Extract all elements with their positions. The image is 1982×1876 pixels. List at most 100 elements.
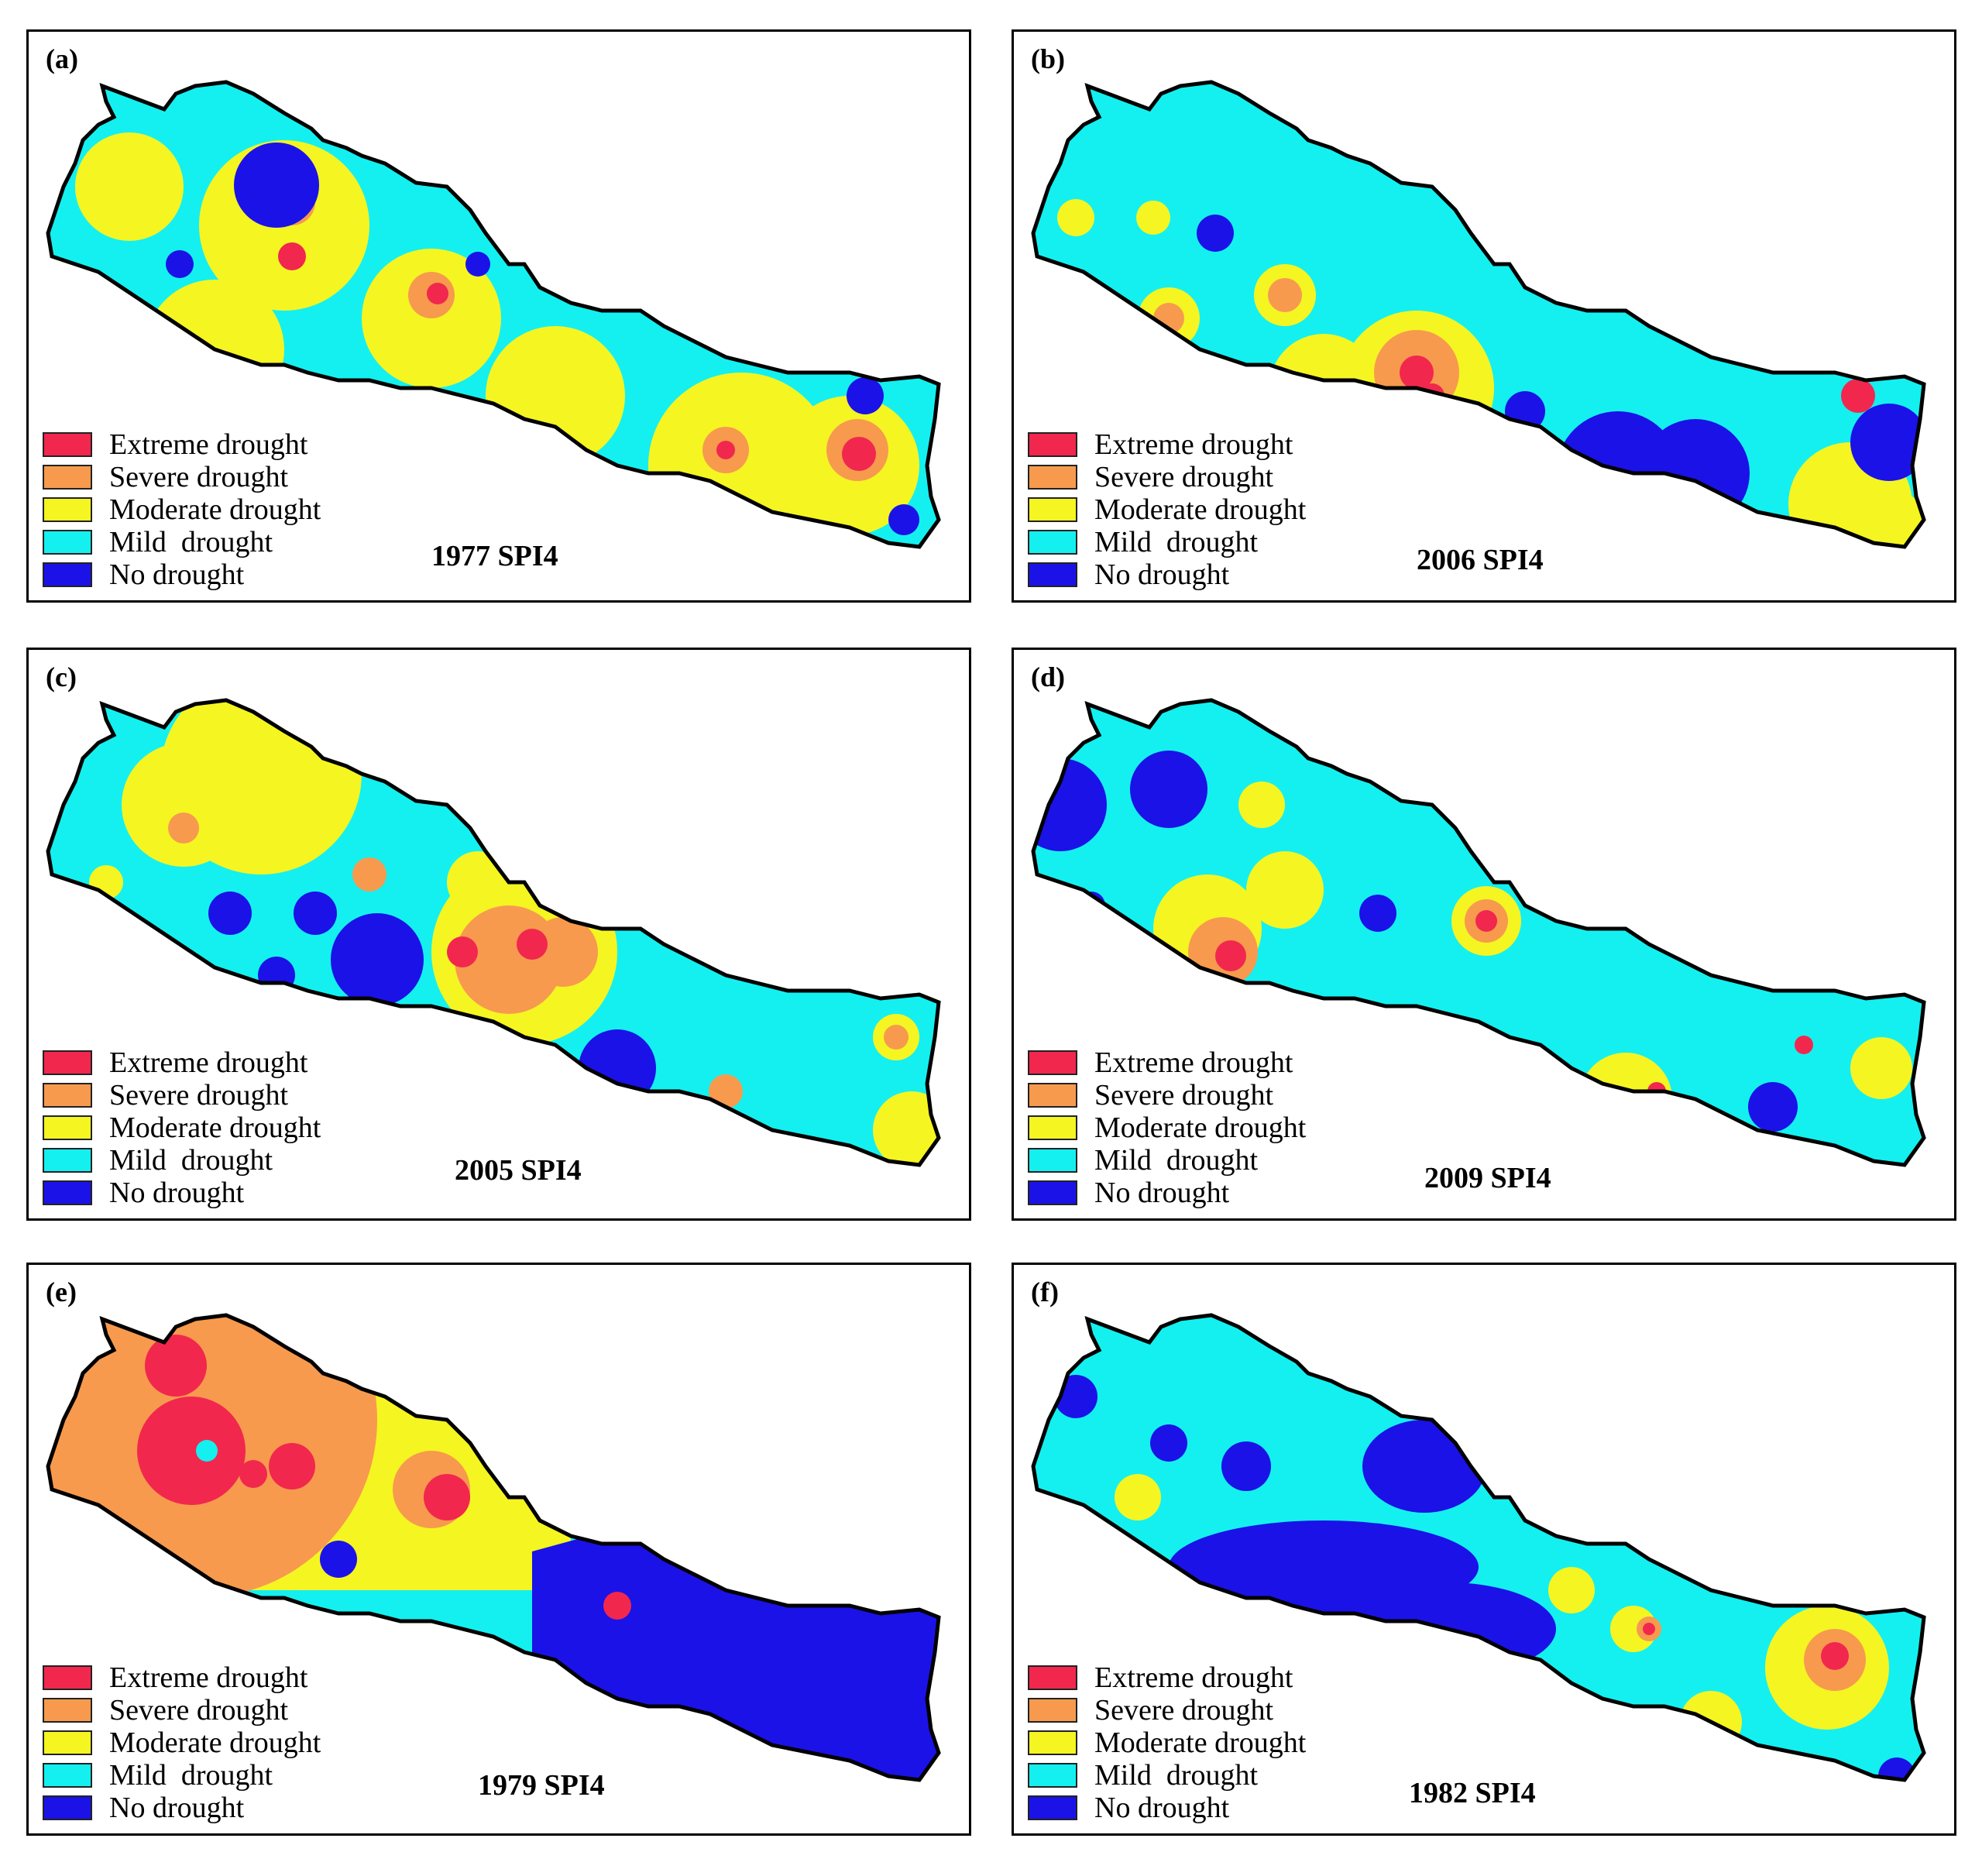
legend: Extreme drought Severe drought Moderate …: [1028, 1046, 1306, 1209]
zone: [1150, 1424, 1187, 1462]
legend-label: Moderate drought: [109, 1112, 321, 1144]
zone: [1215, 940, 1246, 971]
legend-label: Extreme drought: [1094, 1046, 1293, 1079]
zone: [540, 1590, 617, 1668]
legend-label: Severe drought: [1094, 1079, 1274, 1112]
legend-label: Extreme drought: [109, 1046, 308, 1079]
legend-item-moderate: Moderate drought: [1028, 1727, 1306, 1759]
zone: [1643, 1623, 1655, 1635]
swatch-none: [43, 1180, 92, 1205]
map-panel-f: (f) Extreme drought Severe drought Moder…: [1012, 1263, 1956, 1836]
legend: Extreme drought Severe drought Moderate …: [1028, 1661, 1306, 1824]
zone: [1400, 356, 1434, 390]
legend-label: Severe drought: [1094, 461, 1274, 493]
swatch-extreme: [1028, 1665, 1077, 1690]
zone: [709, 1074, 743, 1108]
zone: [137, 1397, 246, 1505]
panel-label: (a): [46, 43, 78, 74]
legend-item-severe: Severe drought: [1028, 461, 1306, 493]
swatch-extreme: [43, 1665, 92, 1690]
legend-item-moderate: Moderate drought: [1028, 1112, 1306, 1144]
zone: [528, 917, 598, 987]
zone: [1850, 489, 1924, 547]
legend-label: Mild drought: [109, 526, 273, 558]
legend-label: Extreme drought: [1094, 428, 1293, 461]
drought-map-d: [1031, 698, 1926, 1167]
legend-label: No drought: [1094, 1177, 1230, 1209]
nepal-border: [46, 698, 941, 1167]
swatch-severe: [43, 465, 92, 490]
zone: [1579, 1053, 1672, 1146]
panel-title: 2009 SPI4: [1424, 1162, 1551, 1194]
legend-label: Severe drought: [1094, 1694, 1274, 1727]
zone: [1850, 1037, 1912, 1099]
legend-label: No drought: [109, 558, 245, 591]
zone: [258, 957, 295, 994]
legend-label: Extreme drought: [1094, 1661, 1293, 1694]
zone: [465, 252, 490, 277]
panel-title: 1979 SPI4: [478, 1769, 605, 1802]
legend-label: Severe drought: [109, 461, 289, 493]
legend-label: No drought: [1094, 1792, 1230, 1824]
zone: [1359, 895, 1396, 932]
legend-item-none: No drought: [43, 1177, 321, 1209]
legend-item-severe: Severe drought: [1028, 1079, 1306, 1112]
zone: [352, 857, 386, 892]
swatch-moderate: [1028, 1730, 1077, 1755]
swatch-severe: [1028, 465, 1077, 490]
map-panel-e: (e) Extreme drought Severe drought Moder…: [26, 1263, 971, 1836]
swatch-mild: [43, 530, 92, 555]
swatch-extreme: [1028, 1050, 1077, 1075]
legend: Extreme drought Severe drought Moderate …: [43, 1046, 321, 1209]
legend-label: Mild drought: [1094, 1759, 1259, 1792]
swatch-extreme: [1028, 432, 1077, 457]
zone: [168, 813, 199, 844]
legend-label: Moderate drought: [109, 493, 321, 526]
zone: [1130, 751, 1207, 828]
panel-label: (f): [1031, 1276, 1059, 1307]
legend-item-moderate: Moderate drought: [43, 493, 321, 526]
nepal-border: [1031, 698, 1926, 1167]
zone: [1268, 278, 1302, 312]
swatch-mild: [1028, 530, 1077, 555]
legend-label: Moderate drought: [109, 1727, 321, 1759]
legend-label: Extreme drought: [109, 1661, 308, 1694]
legend-item-severe: Severe drought: [43, 1079, 321, 1112]
zone: [234, 143, 319, 228]
zone: [716, 441, 735, 459]
legend-label: Moderate drought: [1094, 493, 1307, 526]
swatch-mild: [43, 1763, 92, 1788]
legend-label: No drought: [109, 1792, 245, 1824]
drought-map-c: [46, 698, 941, 1167]
map-panel-b: (b) Extreme drought Severe drought Moder…: [1012, 29, 1956, 603]
map-panel-a: (a) Extreme drought Severe drought Moder…: [26, 29, 971, 603]
zone: [145, 1335, 207, 1397]
legend-item-none: No drought: [1028, 1792, 1306, 1824]
drought-map-a: [46, 80, 941, 549]
legend-item-severe: Severe drought: [43, 1694, 321, 1727]
zone: [1221, 1441, 1271, 1491]
zone: [1197, 215, 1234, 252]
swatch-none: [1028, 1795, 1077, 1820]
zone: [1475, 910, 1497, 932]
legend-item-none: No drought: [43, 558, 321, 591]
zone: [1269, 334, 1378, 442]
zone: [278, 242, 306, 270]
zone: [1548, 1567, 1595, 1613]
nepal-border: [1031, 1313, 1926, 1782]
legend-item-mild: Mild drought: [1028, 1144, 1306, 1177]
swatch-mild: [43, 1148, 92, 1173]
legend-item-moderate: Moderate drought: [43, 1112, 321, 1144]
zone: [847, 377, 884, 414]
zone: [1850, 404, 1924, 481]
legend-label: Severe drought: [109, 1079, 289, 1112]
nepal-border: [46, 1313, 941, 1782]
legend-item-severe: Severe drought: [1028, 1694, 1306, 1727]
legend-label: Mild drought: [109, 1759, 273, 1792]
legend-label: Mild drought: [109, 1144, 273, 1177]
swatch-extreme: [43, 1050, 92, 1075]
legend-item-mild: Mild drought: [43, 526, 321, 558]
panel-label: (b): [1031, 43, 1065, 74]
zone: [1841, 379, 1875, 413]
swatch-moderate: [43, 497, 92, 522]
